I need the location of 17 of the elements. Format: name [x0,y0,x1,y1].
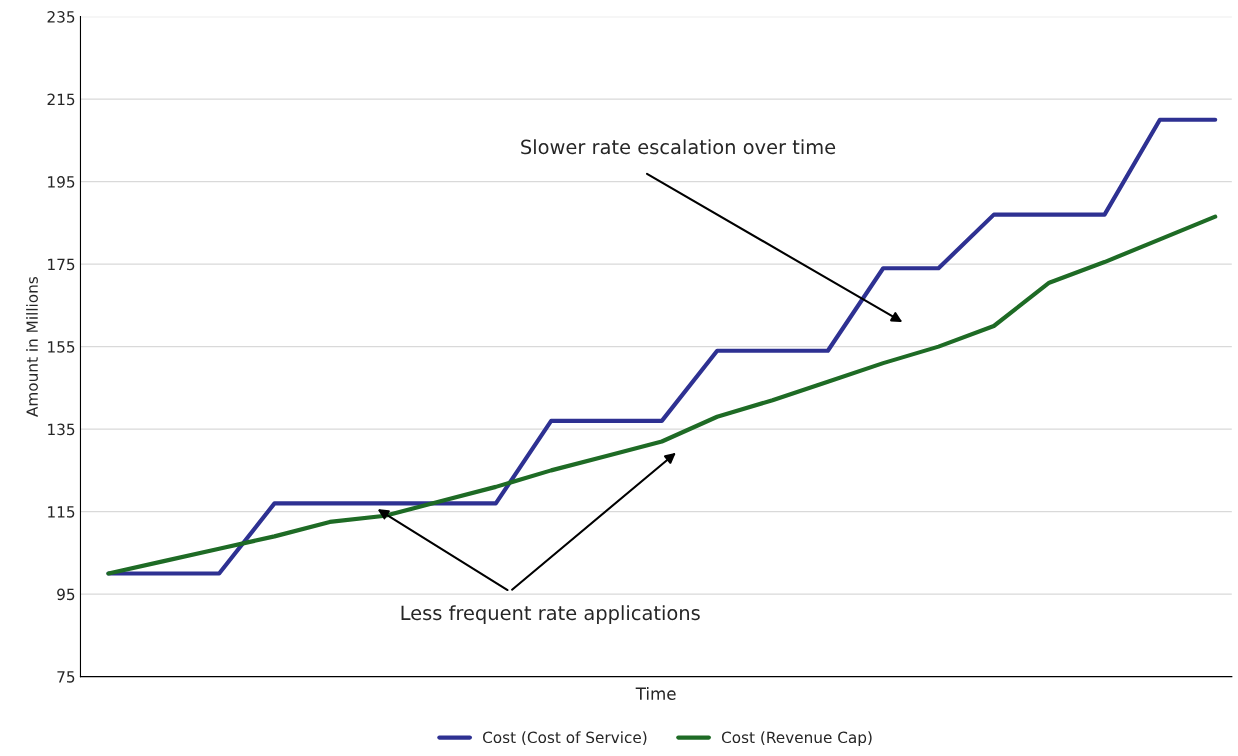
legend-label: Cost (Revenue Cap) [721,731,872,747]
y-tick-label: 235 [47,11,75,23]
line-series [106,214,1218,576]
y-tick-label: 155 [48,341,75,353]
y-tick-label: 195 [48,176,75,188]
y-axis-title: Amount in Millions [26,276,38,417]
legend-label: Cost (Cost of Service) [482,731,647,745]
annotation: Less frequent rate applications [401,605,700,624]
y-tick-label: 215 [47,93,75,106]
y-tick-label: 135 [48,423,75,436]
y-tick-label: 75 [57,671,75,683]
y-tick-label: 115 [48,506,75,518]
y-tick-label: 175 [48,258,75,271]
annotation: Slower rate escalation over time [521,139,836,155]
line-series [106,117,1218,576]
y-tick-label: 95 [57,588,75,601]
x-axis-title: Time [635,687,676,700]
